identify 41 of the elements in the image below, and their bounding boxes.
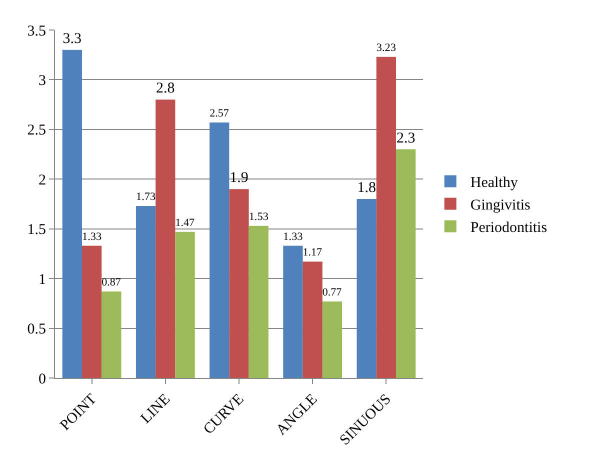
y-tick-label: 2: [38, 172, 46, 188]
bar: [248, 226, 268, 378]
bar: [302, 262, 322, 378]
data-label: 1.8: [357, 180, 376, 196]
bar: [356, 199, 376, 378]
y-tick-label: 1.5: [27, 222, 46, 238]
y-tick-label: 0.5: [27, 322, 46, 338]
data-label: 1.53: [248, 210, 269, 223]
data-label: 3.3: [62, 30, 82, 47]
y-tick-label: 0: [38, 371, 46, 388]
data-label: 1.33: [283, 230, 304, 243]
y-tick-label: 3.5: [27, 23, 46, 40]
data-label: 2.8: [156, 80, 175, 97]
bar: [322, 301, 342, 378]
bar: [396, 149, 416, 378]
bar: [210, 122, 230, 378]
bar: [62, 50, 82, 378]
bar: [156, 100, 176, 378]
bar: [102, 292, 122, 378]
data-label: 3.23: [376, 42, 396, 54]
data-label: 1.33: [82, 230, 102, 243]
data-label: 0.77: [322, 286, 342, 299]
data-label: 1.17: [302, 246, 323, 259]
data-label: 1.47: [175, 216, 195, 229]
bar: [82, 246, 102, 378]
y-tick-label: 3: [38, 72, 46, 89]
bar: [175, 232, 195, 378]
data-label: 2.3: [396, 130, 416, 146]
data-label: 1.9: [230, 170, 248, 186]
bar: [376, 56, 396, 378]
legend-label: Healthy: [470, 175, 518, 192]
y-tick-label: 2.5: [27, 122, 46, 139]
data-label: 0.87: [102, 276, 122, 289]
bar: [283, 246, 303, 378]
bar: [229, 189, 249, 378]
data-label: 2.57: [210, 108, 230, 120]
legend-label: Gingivitis: [470, 198, 531, 214]
y-tick-label: 1: [38, 272, 46, 288]
legend-label: Periodontitis: [470, 220, 548, 236]
bar: [136, 206, 156, 378]
data-label: 1.73: [136, 191, 156, 203]
